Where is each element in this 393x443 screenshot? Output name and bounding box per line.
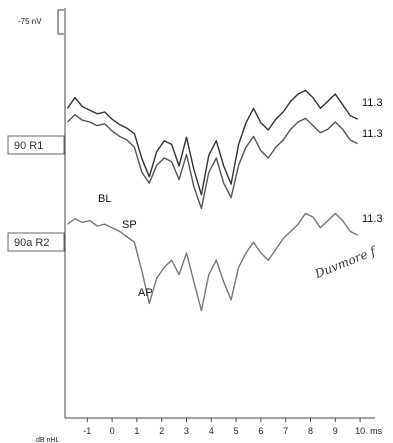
x-tick-label: 4 <box>209 426 214 436</box>
x-tick-label: 6 <box>258 426 263 436</box>
x-tick-label: 10 <box>355 426 365 436</box>
channel-box-label: 90a R2 <box>14 237 49 249</box>
series-end-label: 11.3 <box>362 128 383 140</box>
scale-label: -75 nV <box>18 17 42 26</box>
annotation-ap: AP <box>138 287 153 299</box>
series-end-label: 11.3 <box>362 97 383 109</box>
x-tick-label: 9 <box>333 426 338 436</box>
series-line-2 <box>67 212 358 312</box>
series-line-0 <box>66 89 358 196</box>
series-end-label: 11.3 <box>362 213 383 225</box>
channel-box <box>7 135 65 155</box>
x-tick-label: 2 <box>159 426 164 436</box>
x-unit-label: ms <box>370 426 382 436</box>
x-tick-label: 7 <box>283 426 288 436</box>
handwritten-signature: Duvmore f <box>312 243 380 281</box>
y-unit-label: dB nHL <box>36 437 59 443</box>
channel-box <box>7 232 65 252</box>
series-line-1 <box>67 114 358 210</box>
annotation-bl: BL <box>98 193 111 205</box>
x-tick-label: 8 <box>308 426 313 436</box>
x-tick-label: 3 <box>184 426 189 436</box>
x-tick-label: 1 <box>134 426 139 436</box>
annotation-sp: SP <box>122 219 137 231</box>
channel-box-label: 90 R1 <box>14 140 43 152</box>
x-tick-label: 0 <box>110 426 115 436</box>
x-tick-label: -1 <box>83 426 91 436</box>
x-tick-label: 5 <box>234 426 239 436</box>
